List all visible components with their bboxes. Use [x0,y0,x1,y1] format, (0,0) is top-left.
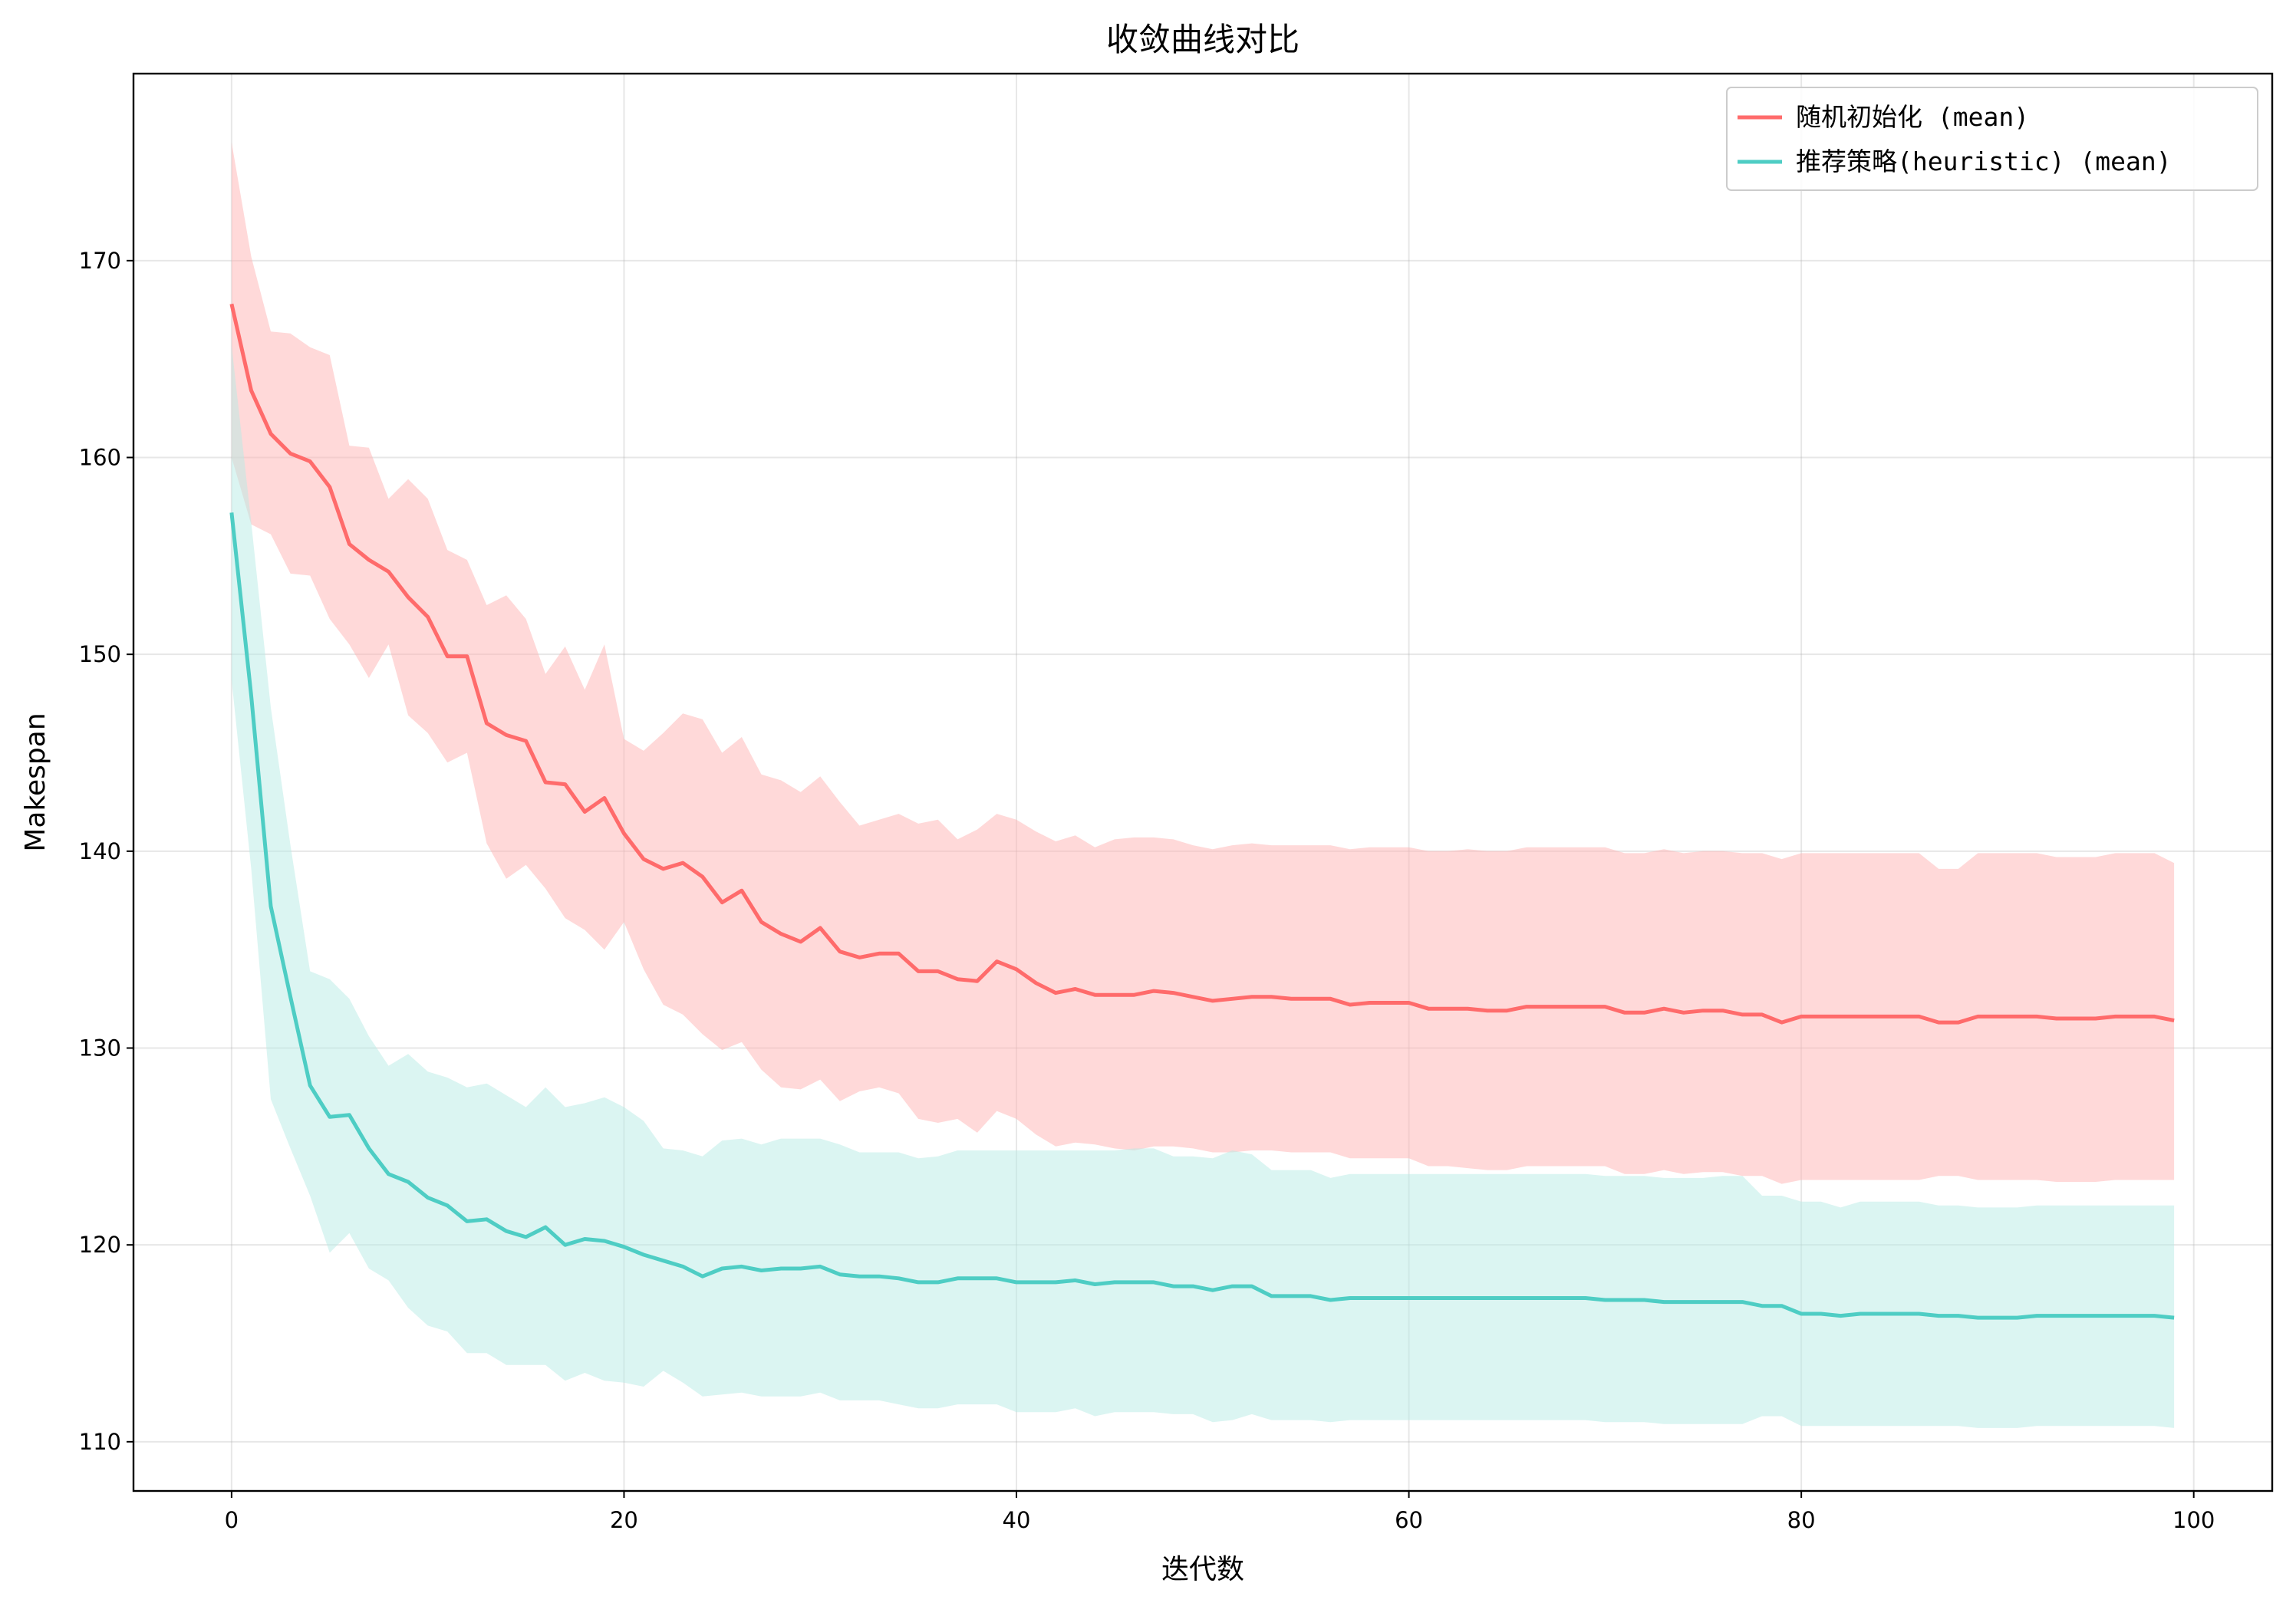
mean-lines [229,303,2175,1320]
series-0-band [231,142,2175,1184]
plot-frame [132,72,2274,1492]
axis-ticks: 0 20 40 60 80 100 110 120 130 140 150 160 170 [79,248,2215,1533]
x-tick-label: 100 [2172,1507,2215,1533]
x-tick-label: 0 [225,1507,239,1533]
x-tick-label: 20 [610,1507,638,1533]
y-axis-title: Makespan [20,712,51,851]
y-tick-label: 120 [79,1232,121,1258]
y-tick-label: 150 [79,641,121,667]
series-1-band [231,345,2175,1428]
y-tick-label: 140 [79,838,121,864]
y-tick-label: 170 [79,248,121,274]
y-tick-label: 160 [79,445,121,471]
series-1-line [229,512,2175,1320]
x-tick-label: 60 [1395,1507,1423,1533]
chart-title: 收敛曲线对比 [1106,21,1300,58]
legend: 随机初始化 (mean) 推荐策略(heuristic) (mean) [1726,87,2258,191]
legend-label-1: 推荐策略(heuristic) (mean) [1796,146,2172,176]
y-tick-label: 130 [79,1035,121,1061]
x-axis-title: 迭代数 [1161,1554,1244,1585]
y-tick-label: 110 [79,1429,121,1455]
x-tick-label: 40 [1003,1507,1031,1533]
confidence-bands [231,142,2175,1428]
series-0-line [229,303,2175,1025]
legend-box [1726,87,2258,191]
legend-label-0: 随机初始化 (mean) [1796,102,2029,132]
x-tick-label: 80 [1787,1507,1816,1533]
